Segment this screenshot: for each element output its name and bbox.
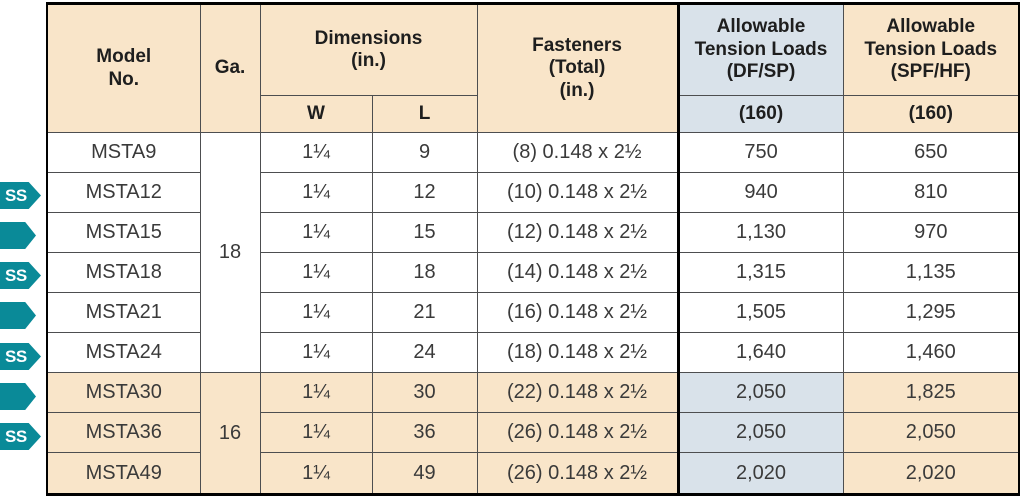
col-header-loads-spfhf-line1: Allowable (886, 16, 976, 38)
col-header-loads-dfsp: Allowable Tension Loads (DF/SP) (676, 3, 844, 96)
cell-w: 1¼ (259, 252, 373, 294)
sub-header-dfsp-160: (160) (676, 95, 844, 133)
cell-fasteners: (10) 0.148 x 2½ (476, 172, 679, 214)
cell-w: 1¼ (259, 452, 373, 495)
cell-model: MSTA15 (46, 212, 201, 254)
cell-w: 1¼ (259, 332, 373, 374)
col-header-model: Model No. (46, 3, 201, 133)
cell-l: 36 (371, 412, 478, 454)
col-header-dimensions-line1: Dimensions (314, 27, 423, 49)
cell-model: MSTA21 (46, 292, 201, 334)
col-header-dimensions: Dimensions (in.) (259, 3, 478, 96)
col-header-model-line1: Model (96, 46, 152, 68)
cell-l: 24 (371, 332, 478, 374)
cell-model: MSTA9 (46, 131, 201, 174)
cell-model: MSTA36 (46, 412, 201, 454)
col-header-loads-dfsp-line2: Tension Loads (694, 38, 828, 60)
cell-load-dfsp: 1,130 (676, 212, 844, 254)
header-row-main: Model No. Ga. Dimensions (in.) Fasteners… (46, 3, 1020, 133)
ss-badge: SS (0, 423, 41, 450)
cell-load-dfsp: 2,050 (676, 412, 844, 454)
cell-load-spfhf: 810 (842, 172, 1020, 214)
cell-load-spfhf: 2,050 (842, 412, 1020, 454)
ss-badge: SS (0, 343, 41, 370)
cell-l: 15 (371, 212, 478, 254)
cell-load-spfhf: 2,020 (842, 452, 1020, 495)
ss-badge: SS (0, 182, 41, 209)
cell-model: MSTA18 (46, 252, 201, 294)
table-row: MSTA12 1¼ 12 (10) 0.148 x 2½ 940 810 (46, 172, 1020, 214)
cell-gauge-16: 16 (199, 372, 261, 495)
cell-load-dfsp: 940 (676, 172, 844, 214)
col-header-model-line2: No. (108, 68, 140, 90)
cell-fasteners: (16) 0.148 x 2½ (476, 292, 679, 334)
cell-w: 1¼ (259, 372, 373, 414)
table-row: MSTA30 16 1¼ 30 (22) 0.148 x 2½ 2,050 1,… (46, 372, 1020, 495)
cell-l: 21 (371, 292, 478, 334)
cell-l: 9 (371, 131, 478, 174)
cell-fasteners: (12) 0.148 x 2½ (476, 212, 679, 254)
col-header-fasteners: Fasteners (Total) (in.) (476, 3, 679, 133)
cell-fasteners: (14) 0.148 x 2½ (476, 252, 679, 294)
cell-fasteners: (18) 0.148 x 2½ (476, 332, 679, 374)
cell-model: MSTA49 (46, 452, 201, 495)
cell-load-dfsp: 1,640 (676, 332, 844, 374)
cell-model: MSTA30 (46, 372, 201, 414)
col-header-fasteners-line2: (Total) (548, 57, 606, 79)
cell-load-dfsp: 2,050 (676, 372, 844, 414)
cell-l: 49 (371, 452, 478, 495)
cell-fasteners: (26) 0.148 x 2½ (476, 452, 679, 495)
cell-l: 30 (371, 372, 478, 414)
cell-load-spfhf: 1,460 (842, 332, 1020, 374)
arrow-badge (0, 383, 36, 410)
col-header-loads-spfhf-line3: (SPF/HF) (890, 61, 971, 83)
cell-load-spfhf: 1,295 (842, 292, 1020, 334)
cell-load-spfhf: 650 (842, 131, 1020, 174)
tension-loads-table: Model No. Ga. Dimensions (in.) Fasteners… (46, 2, 1021, 496)
sub-header-w: W (259, 95, 373, 133)
cell-w: 1¼ (259, 131, 373, 174)
table-row: MSTA24 1¼ 24 (18) 0.148 x 2½ 1,640 1,460 (46, 332, 1020, 374)
cell-fasteners: (26) 0.148 x 2½ (476, 412, 679, 454)
col-header-dimensions-line2: (in.) (351, 50, 386, 71)
table-row: MSTA36 1¼ 36 (26) 0.148 x 2½ 2,050 2,050 (46, 412, 1020, 454)
cell-load-dfsp: 750 (676, 131, 844, 174)
col-header-fasteners-line3: (in.) (559, 79, 595, 101)
cell-load-dfsp: 1,505 (676, 292, 844, 334)
col-header-fasteners-line1: Fasteners (532, 34, 622, 56)
table-row: MSTA21 1¼ 21 (16) 0.148 x 2½ 1,505 1,295 (46, 292, 1020, 334)
cell-fasteners: (8) 0.148 x 2½ (476, 131, 679, 174)
cell-load-dfsp: 2,020 (676, 452, 844, 495)
col-header-loads-spfhf: Allowable Tension Loads (SPF/HF) (842, 3, 1020, 96)
cell-load-spfhf: 970 (842, 212, 1020, 254)
col-header-loads-spfhf-line2: Tension Loads (864, 38, 998, 60)
header-row-sub: W L (160) (160) (47, 95, 1020, 133)
arrow-badge (0, 302, 36, 329)
table-row: MSTA18 1¼ 18 (14) 0.148 x 2½ 1,315 1,135 (46, 252, 1020, 294)
cell-load-dfsp: 1,315 (676, 252, 844, 294)
ss-badge: SS (0, 262, 41, 289)
cell-w: 1¼ (259, 172, 373, 214)
cell-gauge-18: 18 (199, 131, 261, 374)
sub-header-l: L (371, 95, 478, 133)
cell-model: MSTA24 (46, 332, 201, 374)
col-header-ga: Ga. (199, 3, 261, 133)
cell-load-spfhf: 1,135 (842, 252, 1020, 294)
col-header-loads-dfsp-line3: (DF/SP) (726, 61, 796, 83)
cell-model: MSTA12 (46, 172, 201, 214)
cell-l: 12 (371, 172, 478, 214)
table-row: MSTA49 1¼ 49 (26) 0.148 x 2½ 2,020 2,020 (46, 452, 1020, 495)
cell-w: 1¼ (259, 412, 373, 454)
arrow-badge (0, 222, 36, 249)
table-row: MSTA9 18 1¼ 9 (8) 0.148 x 2½ 750 650 (46, 131, 1020, 374)
table-row: MSTA15 1¼ 15 (12) 0.148 x 2½ 1,130 970 (46, 212, 1020, 254)
cell-w: 1¼ (259, 212, 373, 254)
cell-l: 18 (371, 252, 478, 294)
col-header-loads-dfsp-line1: Allowable (716, 16, 806, 38)
cell-fasteners: (22) 0.148 x 2½ (476, 372, 679, 414)
cell-w: 1¼ (259, 292, 373, 334)
cell-load-spfhf: 1,825 (842, 372, 1020, 414)
sub-header-spfhf-160: (160) (842, 95, 1020, 133)
